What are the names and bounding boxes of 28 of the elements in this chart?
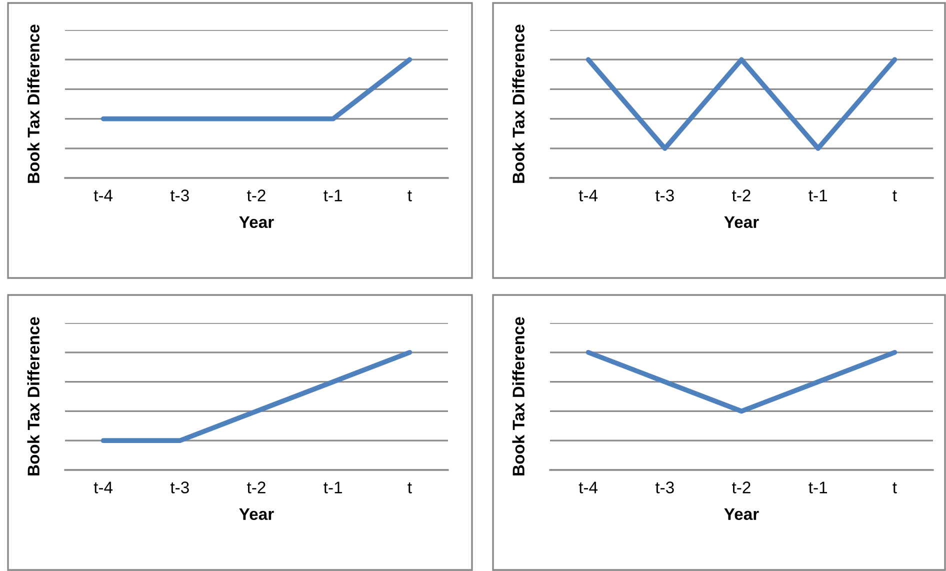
x-tick-label: t [892, 190, 897, 202]
y-axis-title: Book Tax Difference [512, 24, 524, 183]
x-tick-label: t-1 [324, 482, 342, 494]
x-axis-title: Year [239, 508, 274, 520]
x-tick-label: t-2 [247, 482, 266, 494]
y-axis-title: Book Tax Difference [512, 317, 524, 476]
x-tick-label: t-3 [655, 482, 674, 494]
x-tick-label: t-2 [732, 190, 750, 202]
x-axis-title: Year [239, 216, 274, 228]
x-tick-label: t-1 [808, 482, 828, 494]
x-tick-label: t-2 [732, 482, 750, 494]
x-axis-title: Year [724, 508, 759, 520]
x-tick-label: t-1 [808, 190, 828, 202]
x-tick-label: t-2 [247, 190, 266, 202]
x-tick-label: t-3 [170, 482, 189, 494]
x-tick-label: t-3 [170, 190, 189, 202]
x-tick-label: t [408, 482, 412, 494]
x-tick-label: t [408, 190, 412, 202]
x-tick-label: t-4 [94, 190, 113, 202]
x-tick-label: t-4 [578, 190, 598, 202]
y-axis-title: Book Tax Difference [27, 24, 40, 183]
y-axis-title: Book Tax Difference [27, 317, 40, 476]
x-tick-label: t-1 [324, 190, 342, 202]
x-tick-label: t-4 [578, 482, 598, 494]
x-tick-label: t-3 [655, 190, 674, 202]
x-tick-label: t-4 [94, 482, 113, 494]
x-tick-label: t [892, 482, 897, 494]
x-axis-title: Year [724, 216, 759, 228]
